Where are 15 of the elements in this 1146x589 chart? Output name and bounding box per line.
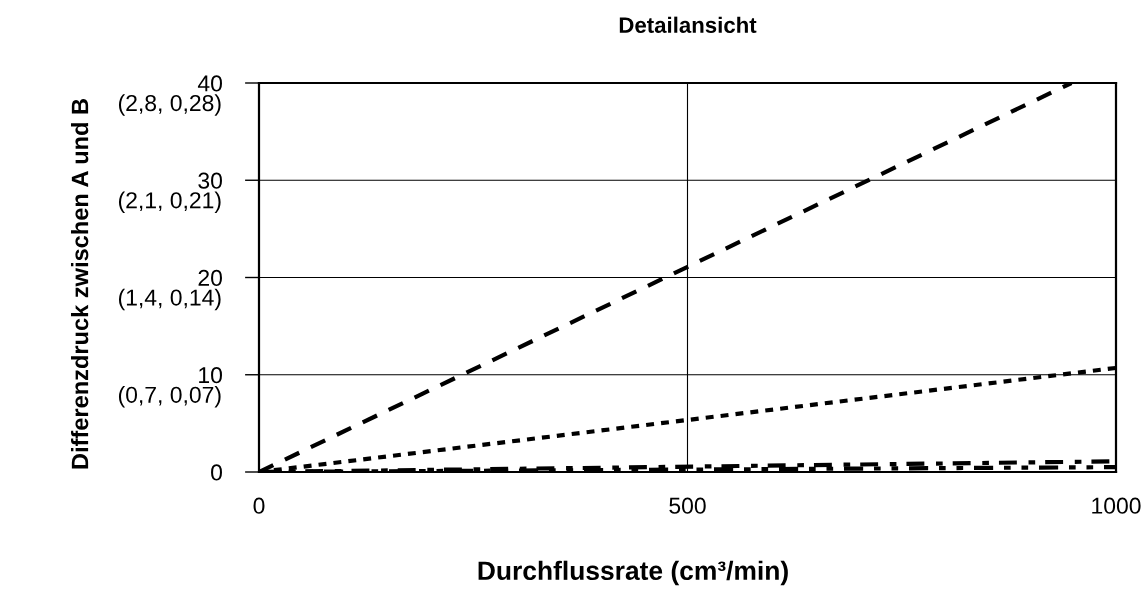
y-axis-title: Differenzdruck zwischen A und B — [71, 99, 89, 469]
x-tick-label: 500 — [669, 497, 706, 514]
text: (1,4, 0,14) — [118, 288, 221, 311]
text: (0,7, 0,07) — [118, 386, 221, 408]
chart-title: Detailansicht — [619, 16, 757, 33]
y-tick-label: 30 — [198, 172, 222, 189]
y-tick-label: 0 — [211, 464, 222, 481]
y-tick-label: 40 — [197, 75, 222, 92]
x-axis-title: Durchflussrate (cm³/min) — [478, 560, 788, 586]
x-tick-label: 0 — [253, 497, 265, 514]
text: (2,8, 0,28) — [118, 94, 221, 116]
y-tick-label: 20 — [198, 269, 222, 287]
y-tick-label: 10 — [199, 367, 222, 384]
text: (2,1, 0,21) — [118, 191, 221, 213]
x-tick-label: 1000 — [1092, 497, 1141, 514]
